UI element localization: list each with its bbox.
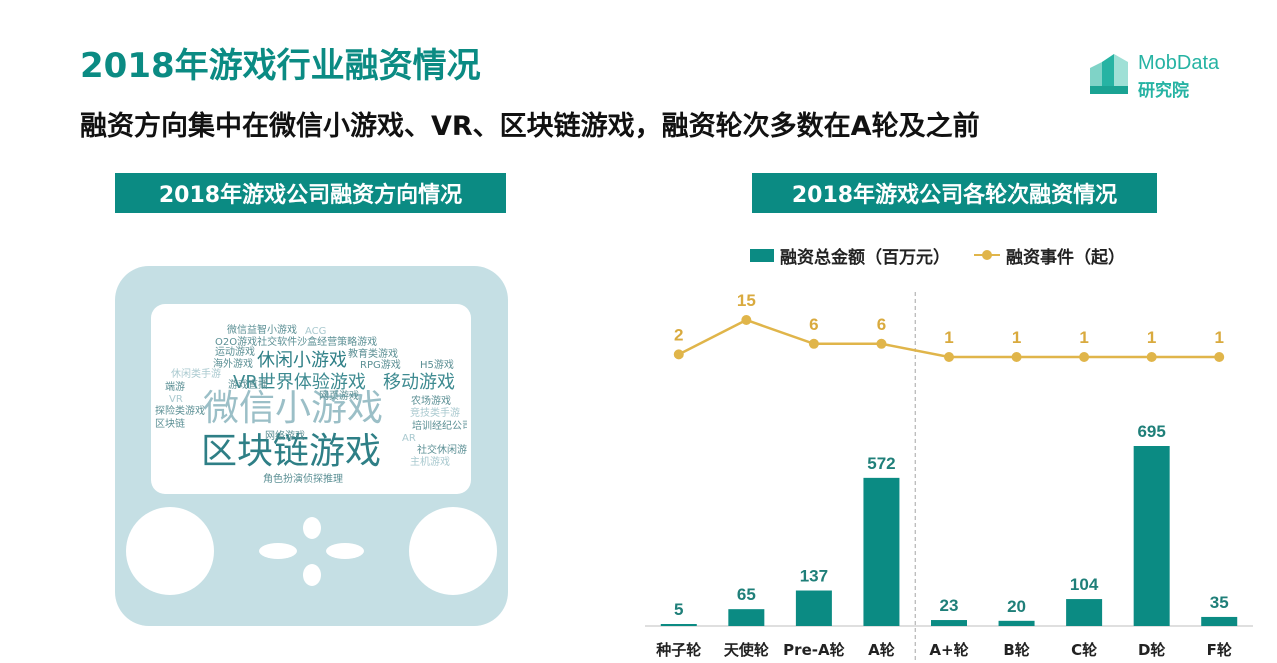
game-console-icon (115, 266, 508, 626)
bar-value-label: 695 (1137, 422, 1165, 441)
bar-value-label: 5 (674, 600, 683, 619)
word-cloud-term: AR (402, 433, 416, 444)
x-tick-label: 天使轮 (724, 641, 769, 659)
events-value-label: 1 (1214, 328, 1223, 347)
legend-line-label: 融资事件（起） (1006, 247, 1125, 268)
events-value-label: 6 (809, 315, 818, 334)
word-cloud-term: O2O游戏社交软件沙盒经营策略游戏 (215, 337, 378, 348)
word-cloud-term: 竞技类手游 (410, 408, 460, 419)
x-tick-label: A+轮 (929, 641, 968, 659)
events-point (741, 315, 752, 325)
bar-B轮 (998, 620, 1035, 626)
word-cloud-term: 网络游戏 (265, 431, 305, 442)
events-value-label: 1 (1147, 328, 1156, 347)
events-point (808, 338, 819, 349)
word-cloud-term: 农场游戏 (411, 396, 451, 407)
events-value-label: 6 (877, 315, 886, 334)
bar-value-label: 23 (940, 596, 959, 615)
mobdata-logo-icon (1090, 54, 1128, 94)
word-cloud-term: 主机游戏 (410, 457, 450, 468)
x-tick-label: 种子轮 (655, 641, 701, 659)
word-cloud-term: VR (169, 394, 183, 405)
events-point (944, 352, 954, 362)
bar-D轮 (1133, 446, 1170, 626)
bar-value-label: 572 (867, 454, 895, 473)
events-value-label: 1 (944, 328, 953, 347)
bar-value-label: 65 (737, 585, 756, 604)
word-cloud-term: 微信益智小游戏 (227, 325, 297, 336)
word-cloud-term: 角色扮演侦探推理 (263, 474, 343, 485)
word-cloud-term: 区块链游戏 (201, 431, 382, 472)
word-cloud-term: 探险类游戏 (155, 406, 205, 417)
x-tick-label: C轮 (1071, 641, 1097, 659)
legend-line-swatch (974, 250, 1000, 260)
word-cloud-term: 休闲小游戏 (257, 350, 347, 371)
events-point (1214, 352, 1225, 362)
events-point (876, 338, 887, 349)
page-title: 2018年游戏行业融资情况 (80, 46, 481, 86)
word-cloud-term: 微信小游戏 (203, 388, 384, 429)
bar-C轮 (1066, 599, 1103, 626)
bar-F轮 (1201, 616, 1238, 626)
x-tick-label: Pre-A轮 (783, 641, 844, 659)
x-tick-label: F轮 (1207, 641, 1232, 659)
events-point (1146, 352, 1157, 362)
word-cloud-term: 海外游戏 (213, 359, 253, 370)
word-cloud-term: RPG游戏 (360, 360, 401, 371)
bar-value-label: 137 (800, 567, 828, 586)
x-tick-label: A轮 (868, 641, 895, 659)
word-cloud-term: 休闲类手游 (171, 369, 221, 380)
bar-value-label: 104 (1070, 575, 1099, 594)
word-cloud-term: 运动游戏 (215, 347, 255, 358)
word-cloud-term: 网页游戏 (319, 391, 359, 402)
word-cloud-term: 区块链 (155, 419, 185, 430)
bar-A+轮 (931, 620, 967, 626)
logo-subtitle: 研究院 (1138, 81, 1189, 101)
chart-legend: 融资总金额（百万元） 融资事件（起） (750, 243, 1125, 268)
legend-bar-label: 融资总金额（百万元） (780, 247, 950, 268)
events-value-label: 1 (1079, 328, 1088, 347)
bar-value-label: 20 (1007, 597, 1026, 616)
x-tick-label: B轮 (1003, 641, 1029, 659)
word-cloud-term: 移动游戏 (383, 372, 455, 393)
word-cloud-term: 教育类游戏 (348, 349, 398, 360)
word-cloud: 微信小游戏 区块链游戏 VR世界体验游戏 移动游戏 休闲小游戏 微信益智小游戏 ACG O2O… (155, 308, 467, 490)
bar-Pre-A轮 (795, 590, 832, 626)
events-value-label: 2 (674, 325, 683, 344)
left-section-title: 2018年游戏公司融资方向情况 (115, 173, 506, 213)
events-point (673, 349, 684, 360)
word-cloud-term: H5游戏 (420, 360, 454, 371)
bar-种子轮 (660, 624, 697, 626)
word-cloud-term: 游戏直播 (228, 380, 268, 391)
legend-bar-swatch (750, 248, 774, 262)
word-cloud-term: 社交休闲游戏 (417, 445, 467, 456)
word-cloud-term: VR世界体验游戏 (233, 372, 366, 393)
word-cloud-term: 端游 (165, 382, 185, 393)
bar-A轮 (863, 477, 900, 626)
word-cloud-term: 培训经纪公司 (412, 421, 467, 432)
events-value-label: 15 (737, 291, 756, 310)
bar-天使轮 (728, 609, 765, 626)
x-tick-label: D轮 (1138, 641, 1165, 659)
right-section-title: 2018年游戏公司各轮次融资情况 (752, 173, 1157, 213)
events-point (1079, 352, 1090, 362)
events-value-label: 1 (1012, 328, 1021, 347)
page-subtitle: 融资方向集中在微信小游戏、VR、区块链游戏，融资轮次多数在A轮及之前 (80, 111, 980, 142)
bar-value-label: 35 (1210, 593, 1229, 612)
events-point (1011, 352, 1022, 362)
logo-name: MobData (1138, 52, 1220, 74)
word-cloud-term: ACG (305, 326, 327, 337)
